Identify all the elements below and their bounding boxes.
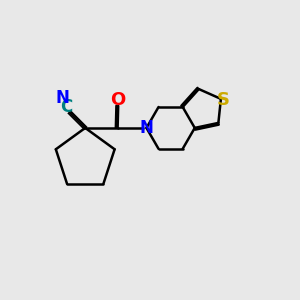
Text: S: S bbox=[217, 92, 230, 110]
Text: O: O bbox=[111, 91, 126, 109]
Text: N: N bbox=[140, 119, 153, 137]
Text: N: N bbox=[55, 88, 69, 106]
Text: C: C bbox=[61, 98, 73, 116]
